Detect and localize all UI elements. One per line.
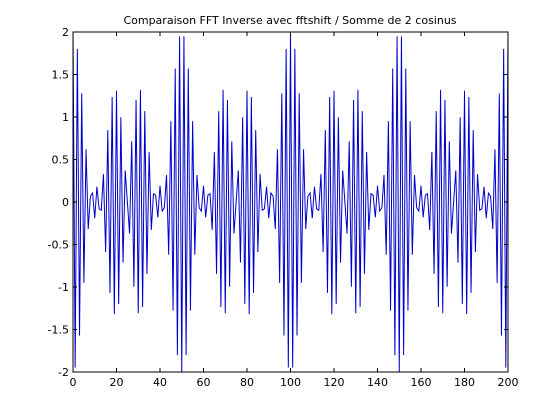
y-axis-ticks: -2 -1.5 -1 -0.5 0 0.5 1 1.5 2 [48, 26, 508, 379]
y-tick-label: 2 [62, 26, 69, 39]
chart-title: Comparaison FFT Inverse avec fftshift / … [123, 14, 456, 27]
x-tick-label: 40 [153, 376, 167, 389]
y-tick-label: -0.5 [48, 239, 69, 252]
y-tick-label: 1.5 [52, 69, 70, 82]
x-tick-label: 120 [324, 376, 345, 389]
series-line-0 [73, 32, 508, 372]
x-tick-label: 60 [197, 376, 211, 389]
y-tick-label: 0 [62, 196, 69, 209]
plot-area [73, 32, 508, 372]
x-tick-label: 100 [280, 376, 301, 389]
y-tick-label: -1 [58, 281, 69, 294]
x-tick-label: 80 [240, 376, 254, 389]
x-tick-label: 0 [70, 376, 77, 389]
x-tick-label: 160 [411, 376, 432, 389]
x-tick-label: 20 [110, 376, 124, 389]
x-tick-label: 180 [454, 376, 475, 389]
y-tick-label: -2 [58, 366, 69, 379]
y-tick-label: 1 [62, 111, 69, 124]
x-tick-label: 140 [367, 376, 388, 389]
y-tick-label: 0.5 [52, 154, 70, 167]
y-tick-label: -1.5 [48, 324, 69, 337]
x-axis-ticks: 0 20 40 60 80 100 120 140 160 180 200 [70, 32, 519, 389]
x-tick-label: 200 [498, 376, 519, 389]
